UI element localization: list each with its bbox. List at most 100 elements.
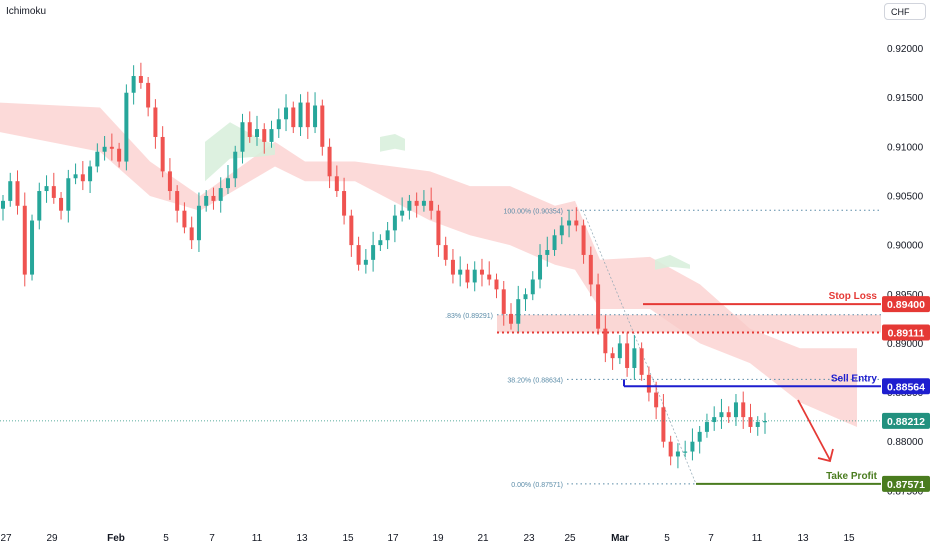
candle-body-37 — [269, 129, 274, 142]
candle-body-76 — [552, 235, 557, 251]
candle-body-24 — [175, 191, 180, 211]
candle-body-19 — [138, 76, 143, 83]
candle-body-97 — [704, 422, 709, 432]
candle-body-40 — [291, 107, 296, 128]
candle-body-49 — [356, 245, 361, 265]
candle-body-13 — [95, 151, 100, 167]
candle-body-48 — [349, 215, 354, 246]
candle-body-92 — [668, 441, 673, 457]
candle-body-44 — [320, 105, 325, 147]
x-tick-label-10: 21 — [477, 533, 489, 544]
y-tick-label-4: 0.90000 — [887, 241, 924, 252]
candle-body-39 — [284, 107, 289, 120]
candle-body-45 — [327, 146, 332, 177]
x-tick-label-9: 19 — [432, 533, 444, 544]
candle-body-50 — [363, 259, 368, 265]
candle-body-65 — [472, 269, 477, 283]
candle-body-82 — [596, 284, 601, 329]
candle-body-36 — [262, 129, 267, 142]
candle-body-75 — [545, 250, 550, 255]
candle-body-91 — [661, 407, 666, 442]
price-badge-label-2: 0.88564 — [887, 381, 925, 393]
candle-body-59 — [429, 200, 434, 211]
currency-button[interactable]: CHF — [884, 3, 926, 20]
candle-body-23 — [167, 171, 172, 192]
candle-body-34 — [247, 122, 252, 137]
candle-body-105 — [763, 421, 767, 423]
arrow-head-icon — [817, 448, 834, 463]
candle-body-38 — [276, 119, 281, 130]
candle-body-22 — [160, 136, 165, 172]
candle-body-33 — [240, 122, 245, 152]
candle-body-64 — [465, 269, 470, 283]
candle-body-54 — [392, 215, 397, 231]
y-tick-label-6: 0.89000 — [887, 339, 924, 350]
candle-body-58 — [421, 200, 426, 206]
candle-body-26 — [189, 227, 194, 241]
x-tick-label-1: 29 — [46, 533, 58, 544]
candle-body-15 — [109, 146, 114, 149]
candle-body-104 — [755, 422, 760, 427]
indicator-label: Ichimoku — [6, 6, 47, 17]
candle-body-21 — [153, 107, 158, 137]
x-tick-label-15: 7 — [708, 533, 714, 544]
candle-body-43 — [313, 105, 318, 128]
x-tick-label-8: 17 — [387, 533, 399, 544]
candle-body-87 — [632, 348, 637, 368]
level-name-3: Take Profit — [826, 471, 878, 482]
candle-body-29 — [211, 195, 216, 201]
y-tick-label-1: 0.91500 — [887, 93, 924, 104]
x-tick-label-3: 5 — [163, 533, 169, 544]
candle-body-72 — [523, 294, 528, 300]
candle-body-4 — [30, 220, 35, 275]
resistance-zone — [497, 314, 881, 333]
candle-body-78 — [567, 220, 572, 226]
candle-body-42 — [305, 102, 310, 128]
ichimoku-cloud — [0, 102, 857, 427]
candle-body-46 — [334, 176, 339, 192]
candle-body-84 — [610, 353, 615, 359]
candle-body-81 — [588, 254, 593, 285]
fib-label-2: 38.20% (0.88634) — [507, 377, 563, 384]
price-badge-label-4: 0.87571 — [887, 479, 925, 491]
trade-levels: Stop Loss Sell Entry Take Profit — [497, 291, 881, 485]
candle-body-51 — [371, 245, 376, 260]
candle-body-57 — [414, 200, 419, 206]
candle-body-66 — [479, 269, 484, 275]
y-tick-label-5: 0.89500 — [887, 290, 924, 301]
candle-body-28 — [204, 195, 209, 206]
price-badge-1 — [882, 324, 930, 341]
cloud-segment-1 — [205, 122, 275, 182]
candle-body-80 — [581, 225, 586, 255]
candle-body-20 — [146, 82, 151, 108]
x-tick-label-13: Mar — [611, 533, 629, 544]
candle-body-93 — [675, 451, 680, 457]
level-name-0: Stop Loss — [829, 291, 878, 302]
candle-body-103 — [748, 417, 753, 427]
x-tick-label-6: 13 — [296, 533, 308, 544]
candle-body-14 — [102, 146, 107, 152]
price-badges: 0.89400 0.89111 0.88564 0.88212 0.87571 — [882, 296, 930, 492]
candle-body-9 — [66, 178, 71, 211]
candle-body-61 — [443, 245, 448, 260]
candlesticks — [0, 62, 881, 469]
cloud-segment-2 — [380, 134, 405, 152]
x-tick-label-14: 5 — [664, 533, 670, 544]
candle-body-101 — [733, 402, 738, 418]
candle-body-89 — [646, 374, 651, 393]
candle-body-30 — [218, 188, 223, 201]
candle-body-77 — [559, 225, 564, 236]
level-name-2: Sell Entry — [831, 373, 878, 384]
candle-body-99 — [719, 412, 724, 418]
fib-label-0: 100.00% (0.90354) — [503, 208, 563, 215]
candle-body-5 — [37, 191, 42, 221]
candle-body-98 — [712, 417, 717, 423]
candle-body-95 — [690, 441, 695, 452]
candle-body-83 — [603, 328, 608, 354]
candle-body-68 — [494, 279, 499, 290]
fib-label-3: 0.00% (0.87571) — [511, 482, 563, 489]
x-tick-label-11: 23 — [523, 533, 535, 544]
x-tick-label-17: 13 — [797, 533, 809, 544]
candle-body-102 — [741, 402, 746, 418]
